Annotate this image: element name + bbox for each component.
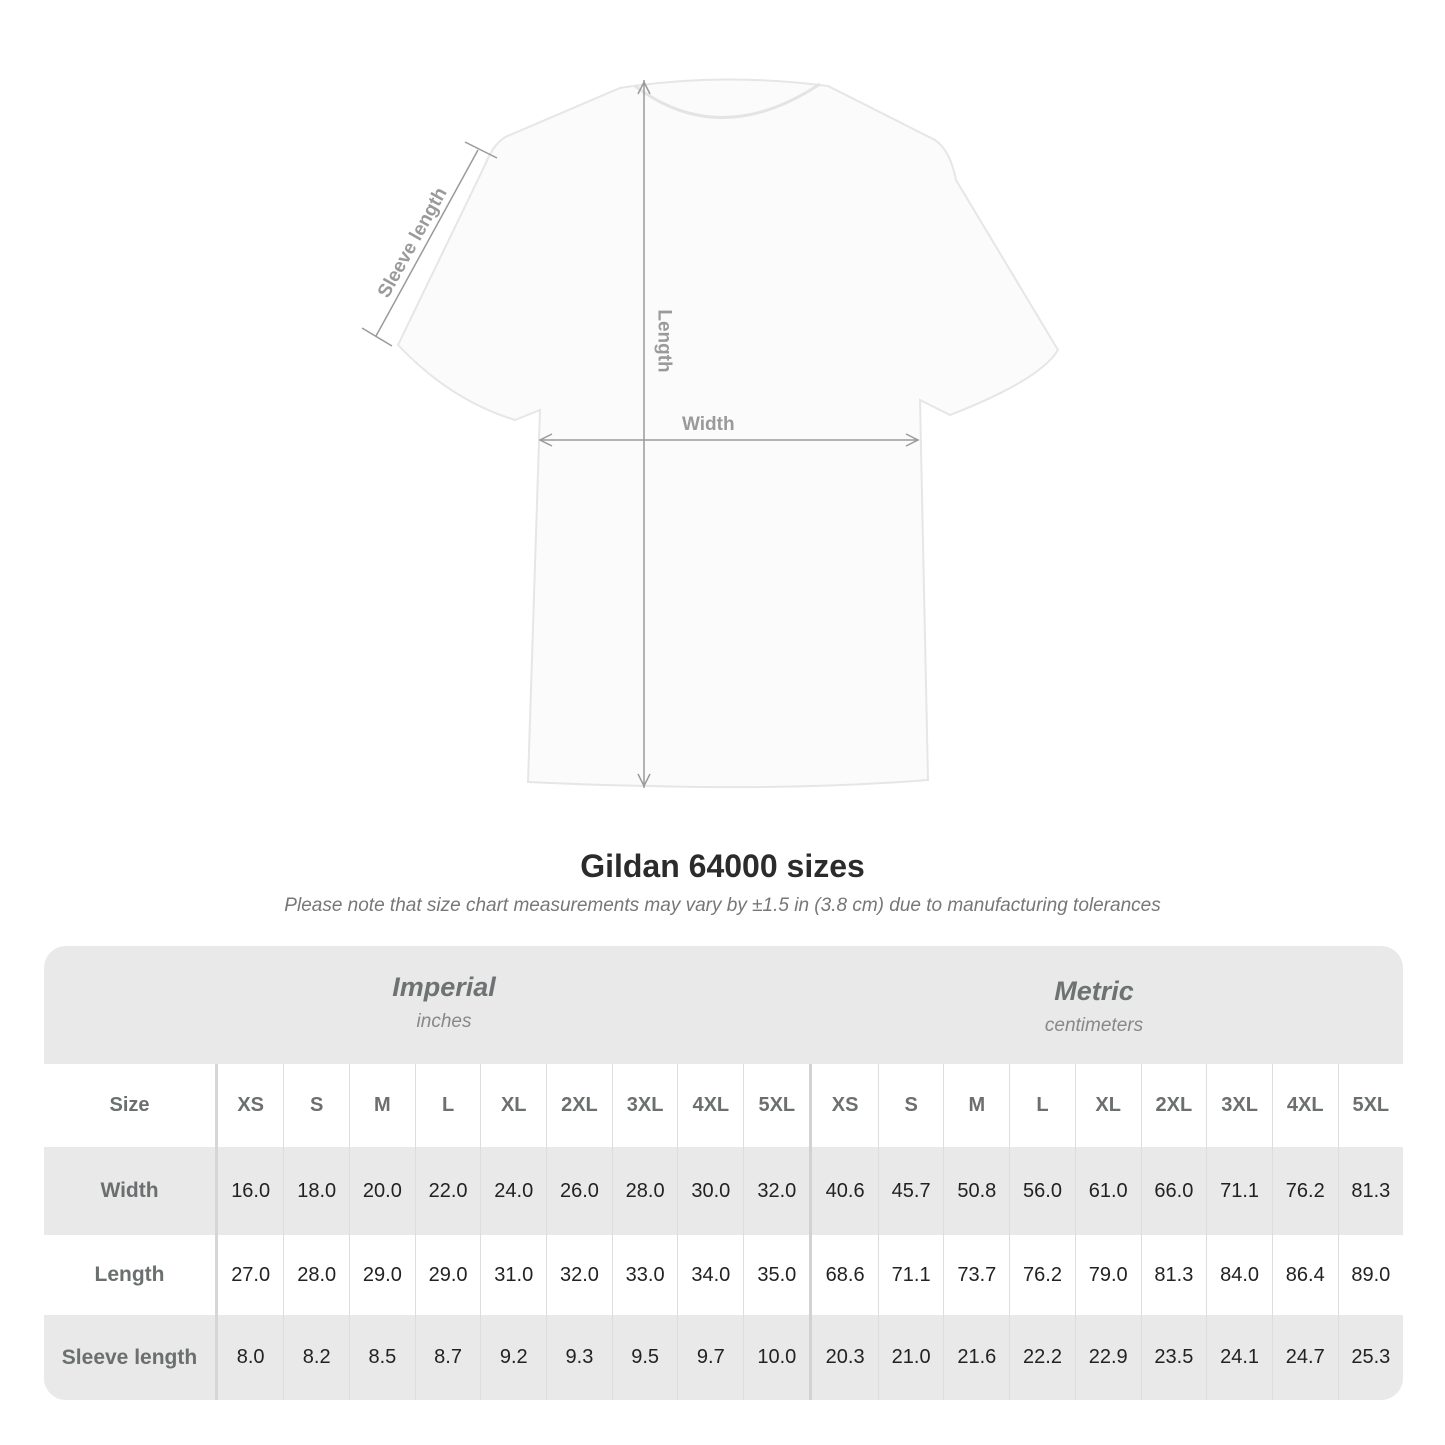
width-label: Width [682,414,735,435]
imperial-value-cell: 8.7 [414,1315,481,1400]
metric-size-header: XS [809,1064,879,1147]
imperial-unit: inches [416,1011,472,1032]
imperial-value-cell: 32.0 [546,1235,613,1315]
metric-size-header: 3XL [1206,1064,1273,1147]
imperial-size-header: M [349,1064,416,1147]
metric-value-cell: 45.7 [877,1147,944,1235]
metric-value-cell: 86.4 [1271,1235,1339,1315]
size-table: Size XS S M L XL 2XL 3XL 4XL 5XL XS S M L XL 2XL 3XL 4XL 5… [44,1064,1403,1400]
metric-size-header: M [943,1064,1010,1147]
metric-value-cell: 73.7 [943,1235,1010,1315]
metric-unit: centimeters [1044,1015,1144,1036]
imperial-size-header: 2XL [546,1064,613,1147]
imperial-value-cell: 33.0 [611,1235,678,1315]
metric-value-cell: 24.7 [1271,1315,1339,1400]
metric-size-header: 5XL [1337,1064,1403,1147]
length-label: Length [653,309,675,373]
imperial-value-cell: 20.0 [349,1147,416,1235]
imperial-value-cell: 9.5 [611,1315,678,1400]
metric-value-cell: 21.0 [877,1315,944,1400]
imperial-size-header: 5XL [743,1064,811,1147]
table-row: Width 16.0 18.0 20.0 22.0 24.0 26.0 28.0 30.0 32.… [44,1147,1403,1235]
imperial-size-header: S [283,1064,350,1147]
measure-lines [361,80,920,788]
imperial-value-cell: 8.2 [283,1315,350,1400]
imperial-value-cell: 27.0 [215,1235,284,1315]
imperial-header: Imperial inches [215,946,673,1064]
size-header-row: Size XS S M L XL 2XL 3XL 4XL 5XL XS S M L XL 2XL 3XL 4XL 5… [44,1064,1403,1147]
imperial-value-cell: 16.0 [215,1147,284,1235]
metric-size-header: S [877,1064,944,1147]
metric-value-cell: 76.2 [1009,1235,1076,1315]
imperial-value-cell: 29.0 [414,1235,481,1315]
metric-value-cell: 84.0 [1206,1235,1273,1315]
metric-value-cell: 23.5 [1140,1315,1207,1400]
metric-value-cell: 20.3 [809,1315,879,1400]
metric-size-header: XL [1074,1064,1142,1147]
row-label: Length [44,1235,218,1315]
metric-header: Metric centimeters [809,946,1379,1064]
imperial-value-cell: 9.7 [677,1315,744,1400]
imperial-value-cell: 8.0 [215,1315,284,1400]
metric-value-cell: 79.0 [1074,1235,1142,1315]
tolerance-note: Please note that size chart measurements… [284,895,1161,916]
imperial-title: Imperial [392,972,496,1002]
imperial-value-cell: 18.0 [283,1147,350,1235]
tshirt-shape [396,78,1060,789]
metric-value-cell: 66.0 [1140,1147,1207,1235]
metric-value-cell: 25.3 [1337,1315,1403,1400]
imperial-size-header: 3XL [611,1064,678,1147]
imperial-value-cell: 22.0 [414,1147,481,1235]
imperial-value-cell: 32.0 [743,1147,811,1235]
metric-value-cell: 22.9 [1074,1315,1142,1400]
metric-value-cell: 76.2 [1271,1147,1339,1235]
metric-value-cell: 56.0 [1009,1147,1076,1235]
metric-value-cell: 40.6 [809,1147,879,1235]
imperial-value-cell: 10.0 [743,1315,811,1400]
metric-value-cell: 24.1 [1206,1315,1273,1400]
imperial-value-cell: 8.5 [349,1315,416,1400]
imperial-value-cell: 28.0 [611,1147,678,1235]
metric-value-cell: 71.1 [877,1235,944,1315]
row-label: Width [44,1147,218,1235]
metric-value-cell: 50.8 [943,1147,1010,1235]
tshirt-diagram [361,78,1060,789]
metric-value-cell: 22.2 [1009,1315,1076,1400]
imperial-value-cell: 31.0 [480,1235,547,1315]
metric-value-cell: 21.6 [943,1315,1010,1400]
size-table-card: Imperial inches Metric centimeters Size X… [44,946,1403,1400]
imperial-value-cell: 35.0 [743,1235,811,1315]
metric-value-cell: 89.0 [1337,1235,1403,1315]
imperial-value-cell: 24.0 [480,1147,547,1235]
imperial-value-cell: 28.0 [283,1235,350,1315]
metric-size-header: 2XL [1140,1064,1207,1147]
row-label: Sleeve length [44,1315,218,1400]
page-title: Gildan 64000 sizes [580,848,865,884]
size-header-label: Size [44,1064,218,1147]
imperial-size-header: XL [480,1064,547,1147]
imperial-size-header: L [414,1064,481,1147]
metric-value-cell: 68.6 [809,1235,879,1315]
metric-value-cell: 61.0 [1074,1147,1142,1235]
table-row: Length 27.0 28.0 29.0 29.0 31.0 32.0 33.0 34.0 35… [44,1235,1403,1315]
metric-size-header: L [1009,1064,1076,1147]
imperial-value-cell: 30.0 [677,1147,744,1235]
imperial-value-cell: 9.3 [546,1315,613,1400]
metric-value-cell: 81.3 [1337,1147,1403,1235]
metric-value-cell: 71.1 [1206,1147,1273,1235]
imperial-value-cell: 26.0 [546,1147,613,1235]
metric-value-cell: 81.3 [1140,1235,1207,1315]
imperial-size-header: XS [215,1064,284,1147]
imperial-size-header: 4XL [677,1064,744,1147]
imperial-value-cell: 29.0 [349,1235,416,1315]
table-row: Sleeve length 8.0 8.2 8.5 8.7 9.2 9.3 9.5 9.7 10.… [44,1315,1403,1400]
imperial-value-cell: 9.2 [480,1315,547,1400]
metric-size-header: 4XL [1271,1064,1339,1147]
metric-title: Metric [1054,976,1134,1006]
imperial-value-cell: 34.0 [677,1235,744,1315]
